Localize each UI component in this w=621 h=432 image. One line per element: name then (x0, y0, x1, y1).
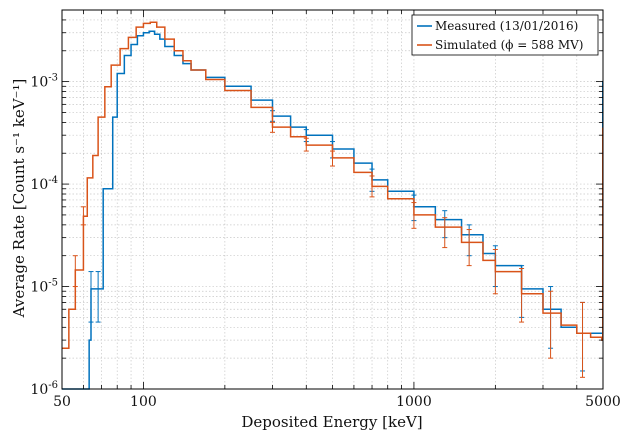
legend-label-simulated: Simulated (ϕ = 588 MV) (435, 38, 583, 52)
x-tick-label: 100 (130, 394, 157, 410)
x-tick-label: 50 (53, 394, 71, 410)
series-line (62, 30, 604, 390)
grid (62, 10, 603, 389)
legend-box (411, 14, 599, 56)
y-tick-label: 10-3 (30, 73, 58, 91)
series-layer (62, 21, 604, 390)
x-tick-label: 1000 (396, 394, 432, 410)
legend: Measured (13/01/2016) Simulated (ϕ = 588… (411, 14, 599, 56)
y-tick-label: 10-6 (30, 380, 58, 398)
y-tick-labels: 10-6 10-5 10-4 10-3 (30, 73, 58, 398)
x-axis-label: Deposited Energy [keV] (241, 413, 422, 431)
legend-label-measured: Measured (13/01/2016) (435, 19, 578, 33)
x-tick-labels: 50 100 1000 5000 (53, 394, 621, 410)
y-tick-label: 10-4 (30, 175, 58, 193)
series-1 (62, 21, 604, 378)
series-line (62, 21, 604, 349)
y-tick-label: 10-5 (30, 278, 58, 296)
x-tick-label: 5000 (585, 394, 621, 410)
ticks (62, 10, 603, 389)
y-axis-label: Average Rate [Count s⁻¹ keV⁻¹] (10, 79, 28, 319)
